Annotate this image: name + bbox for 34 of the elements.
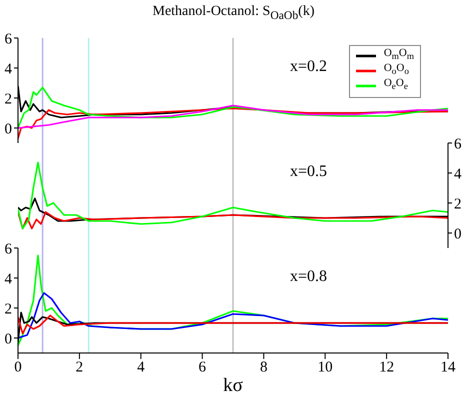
- line-series: [18, 86, 448, 129]
- y-tick-label: 0: [454, 226, 462, 242]
- line-series: [18, 211, 448, 230]
- x-tick-label: 8: [260, 360, 268, 376]
- line-series: [18, 292, 448, 339]
- x-axis-title: kσ: [223, 375, 243, 393]
- line-series: [18, 104, 448, 129]
- y-tick-label: 0: [4, 121, 12, 138]
- y-tick-label: 6: [4, 31, 12, 48]
- annotation: x=0.5: [290, 163, 328, 181]
- x-tick-label: 6: [198, 360, 207, 376]
- chart-title: Methanol-Octanol: S$_{OaOb}$(k): [152, 4, 316, 22]
- y-tick-label: 6: [454, 136, 462, 152]
- y-tick-label: 2: [454, 196, 462, 212]
- y-tick-label: 2: [4, 91, 12, 108]
- line-series: [18, 314, 448, 334]
- legend-label: O$_{e}$O$_{e}$: [384, 77, 408, 93]
- line-series: [18, 162, 448, 230]
- y-tick-label: 4: [4, 61, 12, 78]
- line-series: [18, 108, 448, 140]
- x-tick-label: 4: [137, 360, 146, 376]
- annotation: x=0.8: [290, 268, 328, 286]
- legend-label: O$_{m}$O$_{m}$: [384, 47, 414, 63]
- y-tick-label: 6: [4, 241, 12, 258]
- legend-label: O$_{o}$O$_{o}$: [384, 62, 409, 78]
- x-tick-label: 14: [440, 360, 456, 376]
- x-tick-label: 12: [379, 360, 394, 376]
- y-tick-label: 0: [4, 331, 12, 348]
- annotation: x=0.2: [290, 58, 328, 76]
- x-tick-label: 10: [318, 360, 333, 376]
- x-tick-label: 2: [76, 360, 84, 376]
- y-tick-label: 2: [4, 301, 12, 318]
- y-tick-label: 4: [454, 166, 462, 182]
- y-tick-label: 4: [4, 271, 12, 288]
